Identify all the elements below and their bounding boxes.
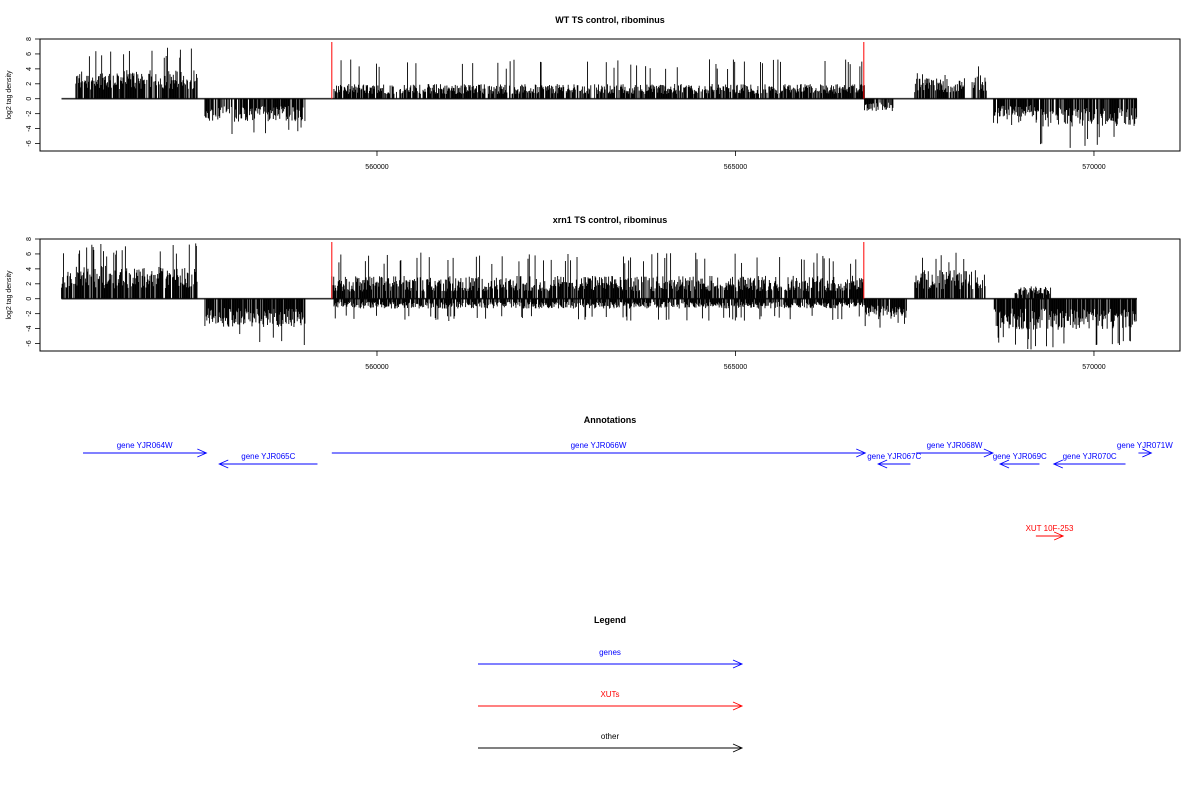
legend-label: genes bbox=[599, 648, 621, 657]
x-tick-label: 570000 bbox=[1082, 364, 1105, 371]
xrn1-plot-frame bbox=[39, 238, 1181, 352]
y-tick-label: -4 bbox=[26, 125, 33, 131]
y-tick-label: -6 bbox=[26, 140, 33, 146]
y-tick-label: 6 bbox=[26, 252, 33, 256]
annotation-label: gene YJR070C bbox=[1063, 452, 1117, 461]
annotation-arrow-arrowhead bbox=[197, 448, 208, 458]
annotation-label: gene YJR066W bbox=[571, 441, 627, 450]
y-tick-label: 0 bbox=[26, 97, 33, 101]
wt-track-panel: WT TS control, ribominus log2 tag densit… bbox=[6, 15, 1181, 171]
annotation-label: gene YJR065C bbox=[241, 452, 295, 461]
legend-label: other bbox=[601, 732, 620, 741]
xrn1-signal-bars bbox=[61, 241, 1137, 350]
legend-items: genes XUTs other bbox=[478, 648, 744, 753]
y-tick-label: 8 bbox=[26, 237, 33, 241]
wt-axes: -6 -4 -2 0 2 4 6 8 560000 565000 570000 bbox=[26, 37, 1106, 171]
xrn1-track-title: xrn1 TS control, ribominus bbox=[553, 215, 668, 225]
legend-label: XUTs bbox=[600, 690, 619, 699]
y-tick-label: 6 bbox=[26, 52, 33, 56]
annotation-arrow-arrowhead bbox=[998, 459, 1010, 469]
annotation-label: XUT 10F-253 bbox=[1026, 524, 1074, 533]
annotation-arrow-arrowhead bbox=[1052, 459, 1063, 469]
annotation-arrow-arrowhead bbox=[983, 448, 994, 458]
xrn1-axes: -6 -4 -2 0 2 4 6 8 560000 565000 570000 bbox=[26, 237, 1106, 371]
y-tick-label: 2 bbox=[26, 82, 33, 86]
y-tick-label: 8 bbox=[26, 37, 33, 41]
annotation-arrow-arrowhead bbox=[856, 448, 867, 458]
legend-arrowhead bbox=[732, 659, 744, 669]
xrn1-track-panel: xrn1 TS control, ribominus log2 tag dens… bbox=[6, 215, 1181, 371]
annotation-features: gene YJR064W gene YJR065C gene YJR066W gene… bbox=[83, 441, 1173, 541]
wt-y-axis-label: log2 tag density bbox=[6, 70, 13, 120]
x-tick-label: 560000 bbox=[365, 164, 388, 171]
y-tick-label: -2 bbox=[26, 110, 33, 116]
annotation-label: gene YJR069C bbox=[993, 452, 1047, 461]
legend-arrowhead bbox=[732, 701, 744, 711]
annotations-title: Annotations bbox=[584, 415, 637, 425]
xrn1-y-axis-label: log2 tag density bbox=[6, 270, 13, 320]
annotation-arrow-arrowhead bbox=[877, 459, 888, 469]
annotation-label: gene YJR064W bbox=[117, 441, 173, 450]
y-tick-label: -4 bbox=[26, 325, 33, 331]
annotation-arrow-arrowhead bbox=[1053, 531, 1065, 541]
x-tick-label: 560000 bbox=[365, 364, 388, 371]
y-tick-label: 0 bbox=[26, 297, 33, 301]
wt-signal-bars bbox=[61, 41, 1138, 148]
annotation-arrow-arrowhead bbox=[218, 459, 229, 469]
wt-plot-frame bbox=[39, 38, 1181, 152]
y-tick-label: 4 bbox=[26, 67, 33, 71]
wt-track-title: WT TS control, ribominus bbox=[555, 15, 665, 25]
y-tick-label: -2 bbox=[26, 310, 33, 316]
annotation-arrow-arrowhead bbox=[1142, 448, 1153, 458]
y-tick-label: 2 bbox=[26, 282, 33, 286]
legend-title: Legend bbox=[594, 615, 626, 625]
legend-panel: Legend genes XUTs other bbox=[478, 615, 744, 753]
annotation-label: gene YJR071W bbox=[1117, 441, 1173, 450]
x-tick-label: 565000 bbox=[724, 364, 747, 371]
y-tick-label: -6 bbox=[26, 340, 33, 346]
x-tick-label: 565000 bbox=[724, 164, 747, 171]
annotation-label: gene YJR067C bbox=[867, 452, 921, 461]
annotation-label: gene YJR068W bbox=[927, 441, 983, 450]
y-tick-label: 4 bbox=[26, 267, 33, 271]
x-tick-label: 570000 bbox=[1082, 164, 1105, 171]
legend-arrowhead bbox=[732, 743, 744, 753]
